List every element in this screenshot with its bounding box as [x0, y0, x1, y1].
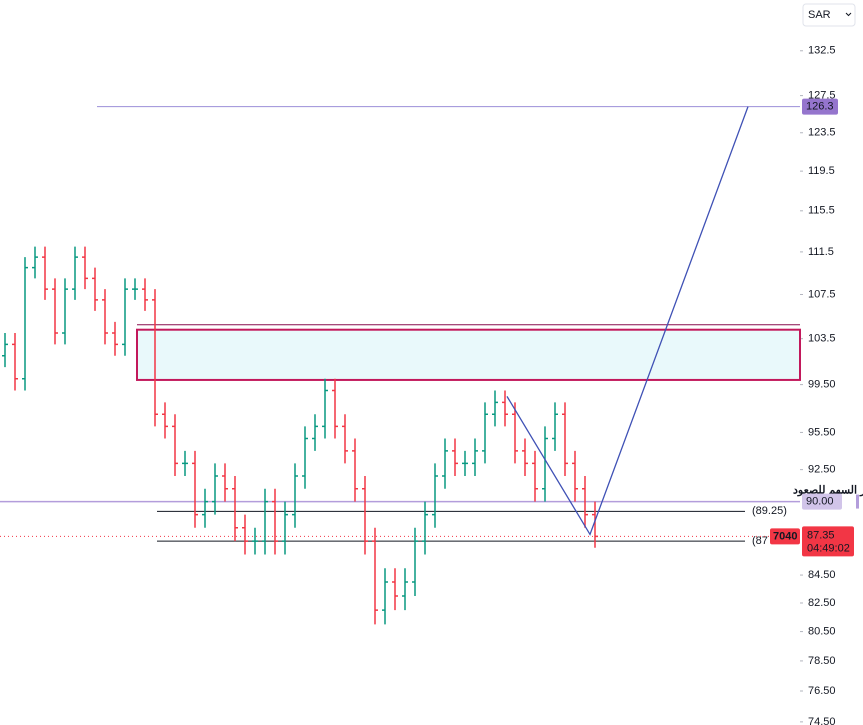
ohlc-bar	[492, 390, 498, 427]
ohlc-bar	[192, 450, 198, 528]
y-tick-label: 123.5	[808, 127, 836, 139]
ohlc-bar	[212, 463, 218, 515]
ohlc-bar	[332, 378, 338, 439]
ohlc-bar	[572, 450, 578, 502]
countdown-badge	[770, 528, 800, 545]
ohlc-bar	[32, 246, 38, 279]
ohlc-bar	[12, 333, 18, 391]
ohlc-bar	[522, 438, 528, 476]
y-tick-label: 111.5	[808, 246, 834, 258]
y-tick-label: 78.50	[808, 655, 836, 667]
ohlc-bar	[282, 501, 288, 555]
support-label: (87	[752, 535, 768, 547]
y-tick-label: 82.50	[808, 597, 836, 609]
y-tick-label: 95.50	[808, 426, 836, 438]
projection-line	[506, 106, 749, 536]
last-price-label: 87.35	[807, 529, 835, 541]
last-price-badge	[802, 526, 854, 557]
y-tick-label: 107.5	[808, 288, 836, 300]
ohlc-bar	[2, 333, 8, 368]
y-tick-label: 127.5	[808, 90, 836, 102]
ohlc-bar	[302, 426, 308, 489]
badge-label: 7040	[773, 530, 797, 542]
ohlc-bar	[462, 450, 468, 476]
y-tick-label: 80.50	[808, 625, 836, 637]
ohlc-bar	[422, 501, 428, 555]
ohlc-bar	[542, 426, 548, 502]
breakout-label: 90.00	[806, 495, 834, 507]
ohlc-bar	[582, 475, 588, 528]
ohlc-bar	[512, 402, 518, 464]
ohlc-bar	[72, 246, 78, 300]
ohlc-bar	[442, 438, 448, 489]
y-tick-label: 132.5	[808, 45, 836, 57]
ohlc-bar	[412, 527, 418, 596]
target-badge	[802, 98, 838, 115]
countdown-label: 04:49:02	[807, 542, 850, 554]
ohlc-bar	[322, 378, 328, 439]
breakout-badge	[802, 493, 842, 510]
ohlc-bar	[22, 257, 28, 391]
y-tick-label: 115.5	[808, 205, 835, 217]
ohlc-bar	[392, 568, 398, 611]
ohlc-bar	[592, 501, 598, 548]
ohlc-bar	[262, 488, 268, 555]
ohlc-bar	[122, 278, 128, 356]
ohlc-bar	[202, 488, 208, 528]
ohlc-bar	[92, 267, 98, 311]
ohlc-bar	[252, 527, 258, 555]
target-label: 126.3	[806, 101, 834, 113]
ohlc-bar	[102, 289, 108, 345]
currency[interactable]: SAR	[808, 9, 831, 21]
ohlc-bar	[222, 463, 228, 502]
ohlc-bar	[502, 390, 508, 427]
ohlc-bar	[42, 246, 48, 300]
ohlc-bar	[162, 402, 168, 439]
ohlc-bar	[402, 568, 408, 611]
ohlc-bar	[452, 438, 458, 476]
ohlc-bar	[272, 488, 278, 555]
annotation: تحرر السهم للصعود	[793, 484, 863, 496]
ohlc-bar	[242, 514, 248, 555]
ohlc-bar	[432, 463, 438, 528]
ohlc-bar	[182, 450, 188, 476]
y-tick-label: 119.5	[808, 165, 835, 177]
ohlc-bar	[352, 438, 358, 502]
ohlc-bar	[132, 278, 138, 300]
y-tick-label: 84.50	[808, 569, 836, 581]
ohlc-bar	[362, 475, 368, 555]
ohlc-bar	[112, 321, 118, 356]
ohlc-bar	[532, 450, 538, 502]
ohlc-bar	[562, 402, 568, 476]
ohlc-bar	[152, 289, 158, 427]
ohlc-bar	[552, 402, 558, 451]
y-tick-label: 99.50	[808, 379, 836, 391]
y-tick-label: 103.5	[808, 333, 836, 345]
edge-marker	[856, 494, 859, 509]
y-tick-label: 92.50	[808, 464, 836, 476]
ohlc-bar	[472, 438, 478, 476]
ohlc-bar	[232, 475, 238, 542]
ohlc-bar	[292, 463, 298, 528]
ohlc-bar	[342, 414, 348, 464]
ohlc-bar	[482, 402, 488, 464]
ohlc-bar	[372, 527, 378, 625]
ohlc-bar	[382, 568, 388, 625]
y-tick-label: 74.50	[808, 716, 836, 725]
y-tick-label: 76.50	[808, 685, 836, 697]
resistance-zone	[136, 328, 801, 381]
currency-selector[interactable]	[802, 3, 856, 27]
ohlc-bar	[172, 414, 178, 476]
ohlc-bar	[142, 278, 148, 311]
support-label: (89.25)	[752, 505, 787, 517]
dropdown-icon	[845, 12, 852, 17]
ohlc-bar	[52, 278, 58, 345]
ohlc-bar	[312, 414, 318, 451]
ohlc-bar	[62, 278, 68, 345]
ohlc-bar	[82, 246, 88, 290]
